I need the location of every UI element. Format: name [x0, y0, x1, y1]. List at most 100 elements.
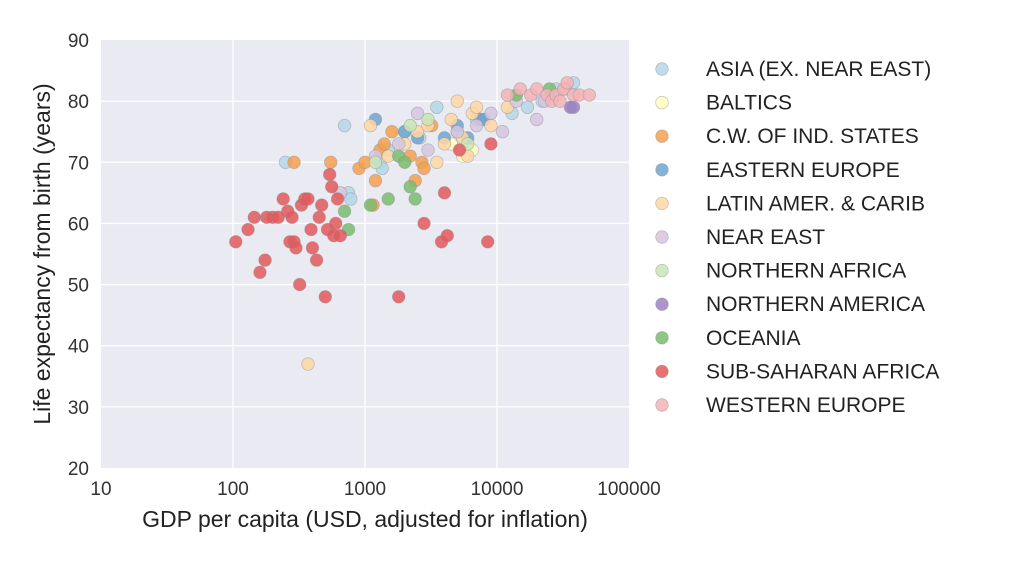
y-tick-label: 50 — [68, 276, 89, 297]
data-point — [560, 76, 574, 90]
legend: ASIA (EX. NEAR EAST) BALTICS C.W. OF IND. … — [655, 58, 939, 417]
y-tick-label: 30 — [68, 398, 89, 419]
data-point — [403, 118, 417, 133]
data-point — [301, 192, 315, 206]
data-point — [530, 112, 544, 127]
data-point — [258, 253, 272, 267]
data-point — [318, 290, 332, 304]
data-point — [469, 118, 484, 133]
data-point — [452, 143, 467, 157]
data-point — [437, 137, 452, 151]
data-point — [292, 277, 307, 292]
data-point — [450, 94, 464, 108]
legend-label: BALTICS — [706, 92, 792, 115]
data-point — [309, 253, 324, 267]
legend-marker — [655, 297, 669, 311]
x-tick-label: 10 — [90, 479, 111, 500]
data-point — [495, 125, 510, 139]
y-tick-label: 40 — [68, 337, 89, 358]
data-point — [325, 180, 339, 194]
data-point — [344, 192, 358, 206]
data-point — [329, 216, 343, 231]
data-point — [301, 357, 315, 371]
legend-label: NEAR EAST — [706, 226, 825, 249]
data-point — [337, 118, 352, 133]
legend-marker — [655, 196, 669, 211]
data-point — [513, 82, 527, 96]
data-point — [289, 241, 303, 255]
data-point — [285, 210, 299, 225]
data-point — [417, 216, 431, 231]
data-point — [333, 228, 348, 243]
data-point — [312, 210, 326, 225]
data-point — [403, 180, 417, 194]
x-tick-label: 1000 — [344, 479, 386, 500]
x-tick-label: 100 — [217, 479, 249, 500]
y-tick-label: 80 — [68, 92, 89, 113]
data-point — [363, 118, 378, 133]
data-point — [229, 235, 243, 249]
data-point — [430, 155, 444, 169]
legend-label: C.W. OF IND. STATES — [706, 125, 919, 148]
data-point — [337, 204, 352, 218]
data-point — [484, 106, 498, 121]
data-point — [391, 290, 406, 304]
data-point — [408, 192, 422, 206]
data-point — [304, 222, 318, 237]
legend-label: NORTHERN AFRICA — [706, 260, 906, 283]
data-point — [377, 137, 391, 151]
grid-lines — [101, 40, 629, 468]
data-point — [322, 167, 337, 182]
data-point — [241, 222, 255, 237]
legend-label: OCEANIA — [706, 327, 801, 350]
y-tick-label: 60 — [68, 214, 89, 235]
data-point — [553, 94, 567, 108]
legend-marker — [655, 263, 669, 278]
data-points — [229, 76, 596, 371]
x-tick-label: 100000 — [597, 479, 660, 500]
data-point — [450, 125, 464, 139]
legend-marker — [655, 163, 669, 177]
legend-marker — [655, 331, 669, 345]
data-point — [410, 106, 425, 121]
x-axis-label: GDP per capita (USD, adjusted for inflat… — [142, 506, 588, 532]
data-point — [271, 210, 285, 225]
legend-marker — [655, 129, 669, 143]
y-axis-ticks: 20 30 40 50 60 70 80 90 — [68, 31, 89, 480]
data-point — [247, 210, 262, 225]
data-point — [520, 100, 535, 114]
legend-label: SUB-SAHARAN AFRICA — [706, 360, 939, 383]
y-axis-label: Life expectancy from birth (years) — [29, 83, 55, 424]
data-point — [398, 155, 412, 169]
data-point — [440, 228, 454, 243]
data-point — [582, 88, 596, 102]
legend-label: WESTERN EUROPE — [706, 394, 906, 417]
data-point — [421, 112, 435, 127]
data-point — [368, 155, 383, 169]
legend-marker — [655, 62, 669, 76]
data-point — [530, 82, 544, 96]
legend-marker — [655, 230, 669, 244]
legend-marker — [655, 398, 669, 412]
data-point — [253, 265, 267, 280]
data-point — [305, 241, 320, 255]
data-point — [480, 235, 495, 249]
data-point — [287, 155, 301, 169]
data-point — [484, 137, 498, 151]
data-point — [500, 88, 515, 102]
data-point — [324, 155, 338, 169]
x-tick-label: 10000 — [471, 479, 524, 500]
data-point — [417, 161, 431, 176]
data-point — [430, 100, 444, 114]
data-point — [381, 192, 395, 206]
data-point — [421, 143, 435, 157]
data-point — [444, 112, 458, 127]
data-point — [276, 192, 290, 206]
x-axis-ticks: 10 100 1000 10000 100000 — [90, 479, 660, 500]
legend-marker — [655, 95, 669, 110]
data-point — [437, 186, 452, 200]
legend-label: NORTHERN AMERICA — [706, 293, 925, 316]
data-point — [368, 173, 383, 188]
data-point — [363, 198, 378, 212]
